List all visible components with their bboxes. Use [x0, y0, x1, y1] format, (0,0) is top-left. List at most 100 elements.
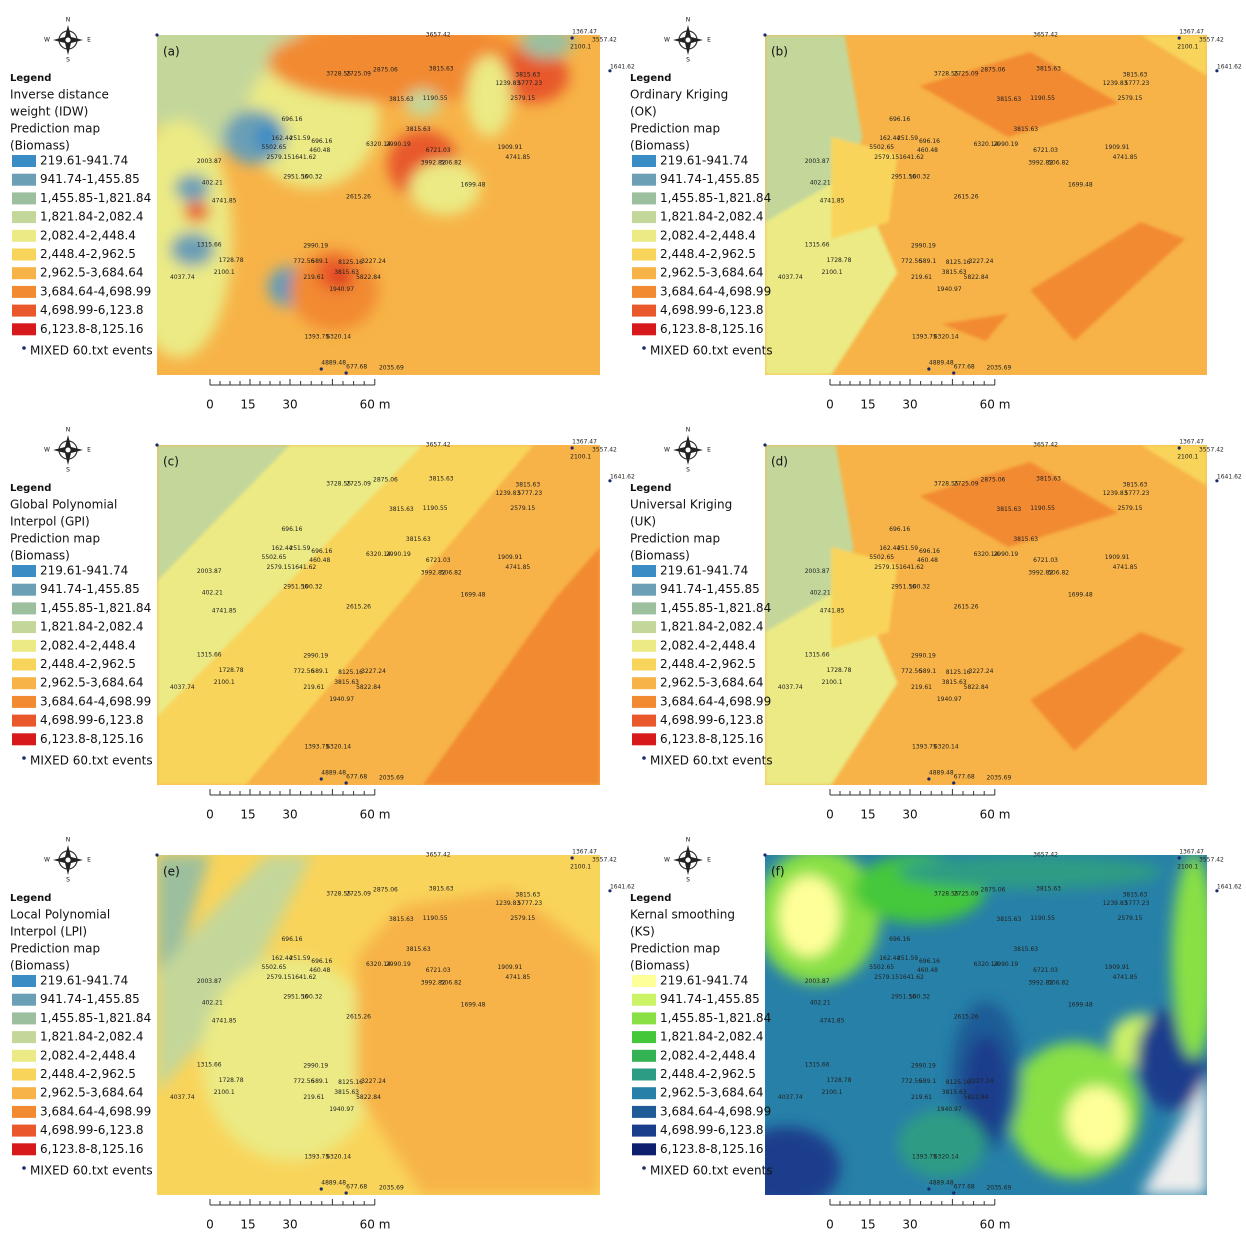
- point-label: 5777.23: [1125, 900, 1150, 907]
- point-label: 6721.03: [426, 147, 451, 154]
- point-label: 696.16: [281, 116, 302, 123]
- point-label: 100.32: [909, 994, 930, 1001]
- scale-label: 60 m: [980, 398, 1011, 412]
- point-label: 1699.48: [461, 592, 486, 599]
- point-label: 4037.74: [778, 274, 803, 281]
- legend-method: Inverse distance: [10, 88, 109, 102]
- point-label: 1909.91: [1105, 554, 1130, 561]
- legend-title: Legend: [630, 73, 671, 84]
- point-label: 219.61: [303, 684, 324, 691]
- legend-swatch: [632, 1125, 656, 1137]
- legend-class: 1,821.84-2,082.4: [40, 1030, 144, 1044]
- point-label: 4889.48: [929, 360, 954, 367]
- point-label: 4741.85: [505, 974, 530, 981]
- point-label: 3227.24: [969, 258, 994, 265]
- scale-label: 15: [240, 398, 255, 412]
- legend-class: 2,082.4-2,448.4: [40, 1048, 136, 1062]
- point-label: 506.82: [1048, 570, 1069, 577]
- legend-method: Kernal smoothing: [630, 908, 735, 922]
- legend-swatch: [12, 267, 36, 279]
- legend-events: MIXED 60.txt events: [650, 344, 773, 358]
- point-label: 1909.91: [497, 964, 522, 971]
- point-label: 251.59: [897, 135, 918, 142]
- point-label: 1699.48: [1068, 1002, 1093, 1009]
- compass-letter: E: [707, 447, 711, 454]
- compass-core: [685, 447, 691, 453]
- legend-class: 6,123.8-8,125.16: [660, 732, 764, 746]
- legend-swatch: [12, 1069, 36, 1081]
- legend-swatch: [632, 677, 656, 689]
- scale-label: 15: [860, 1218, 875, 1232]
- point-label: 5777.23: [1125, 490, 1150, 497]
- event-point: [927, 367, 930, 370]
- point-label: 2990.19: [303, 1062, 328, 1069]
- point-label: 3815.63: [1036, 475, 1061, 482]
- point-label: 696.16: [281, 936, 302, 943]
- point-label: 2725.09: [346, 480, 371, 487]
- point-label: 2615.26: [346, 194, 371, 201]
- legend-swatch: [12, 155, 36, 167]
- panel-label: (a): [163, 45, 180, 59]
- point-label: 1641.62: [899, 564, 924, 571]
- legend-class: 2,082.4-2,448.4: [40, 638, 136, 652]
- legend-method: Interpol (LPI): [10, 925, 87, 939]
- point-label: 4741.85: [820, 608, 845, 615]
- legend-class: 1,455.85-1,821.84: [40, 601, 151, 615]
- point-label: 2990.19: [386, 961, 411, 968]
- legend-swatch: [12, 192, 36, 204]
- point-label: 4037.74: [170, 274, 195, 281]
- legend-method: (UK): [630, 515, 656, 529]
- legend-class: 219.61-941.74: [40, 974, 128, 988]
- point-label: 1699.48: [1068, 182, 1093, 189]
- legend-class: 1,821.84-2,082.4: [660, 620, 764, 634]
- point-label: 5502.65: [869, 964, 894, 971]
- legend-class: 3,684.64-4,698.99: [40, 694, 151, 708]
- point-label: 1940.97: [937, 286, 962, 293]
- legend-method: Universal Kriging: [630, 498, 732, 512]
- event-point: [345, 781, 348, 784]
- point-label: 3815.63: [1036, 885, 1061, 892]
- point-label: 1728.78: [219, 1077, 244, 1084]
- point-label: 4741.85: [820, 198, 845, 205]
- point-label: 3557.42: [1199, 446, 1224, 453]
- point-label: 5502.65: [869, 554, 894, 561]
- point-label: 5502.65: [262, 554, 287, 561]
- point-label: 1641.62: [610, 473, 635, 480]
- point-label: 460.48: [309, 147, 330, 154]
- point-label: 696.16: [311, 138, 332, 145]
- panel-label: (e): [163, 865, 180, 879]
- legend-unit: (Biomass): [10, 549, 70, 563]
- point-label: 6721.03: [1033, 147, 1058, 154]
- point-label: 2725.09: [346, 70, 371, 77]
- legend-swatch: [632, 1087, 656, 1099]
- figure: (a)3657.421367.472100.13557.421641.62372…: [0, 0, 1246, 1234]
- legend-class: 2,082.4-2,448.4: [660, 1048, 756, 1062]
- point-label: 1641.62: [1217, 883, 1242, 890]
- legend-class: 1,455.85-1,821.84: [660, 601, 771, 615]
- scale-label: 60 m: [980, 808, 1011, 822]
- point-label: 589.1: [919, 258, 936, 265]
- point-label: 402.21: [202, 180, 223, 187]
- legend-class: 6,123.8-8,125.16: [660, 1142, 764, 1156]
- surface-zone: [520, 25, 573, 59]
- event-point: [155, 443, 158, 446]
- surface-zone: [898, 1110, 986, 1178]
- point-label: 4889.48: [929, 770, 954, 777]
- legend-swatch: [632, 1106, 656, 1118]
- point-label: 589.1: [919, 668, 936, 675]
- point-label: 5822.84: [356, 684, 381, 691]
- point-label: 8125.16: [338, 259, 363, 266]
- point-label: 5822.84: [356, 274, 381, 281]
- point-label: 506.82: [1048, 980, 1069, 987]
- legend-events: MIXED 60.txt events: [30, 344, 153, 358]
- point-label: 1641.62: [1217, 473, 1242, 480]
- point-label: 1940.97: [937, 696, 962, 703]
- point-label: 3557.42: [1199, 36, 1224, 43]
- point-label: 100.32: [301, 584, 322, 591]
- compass-letter: N: [686, 17, 691, 24]
- point-label: 2579.15: [267, 154, 292, 161]
- point-label: 1367.47: [1179, 849, 1204, 856]
- point-label: 3227.24: [361, 668, 386, 675]
- compass-letter: W: [664, 857, 670, 864]
- legend-unit: (Biomass): [10, 139, 70, 153]
